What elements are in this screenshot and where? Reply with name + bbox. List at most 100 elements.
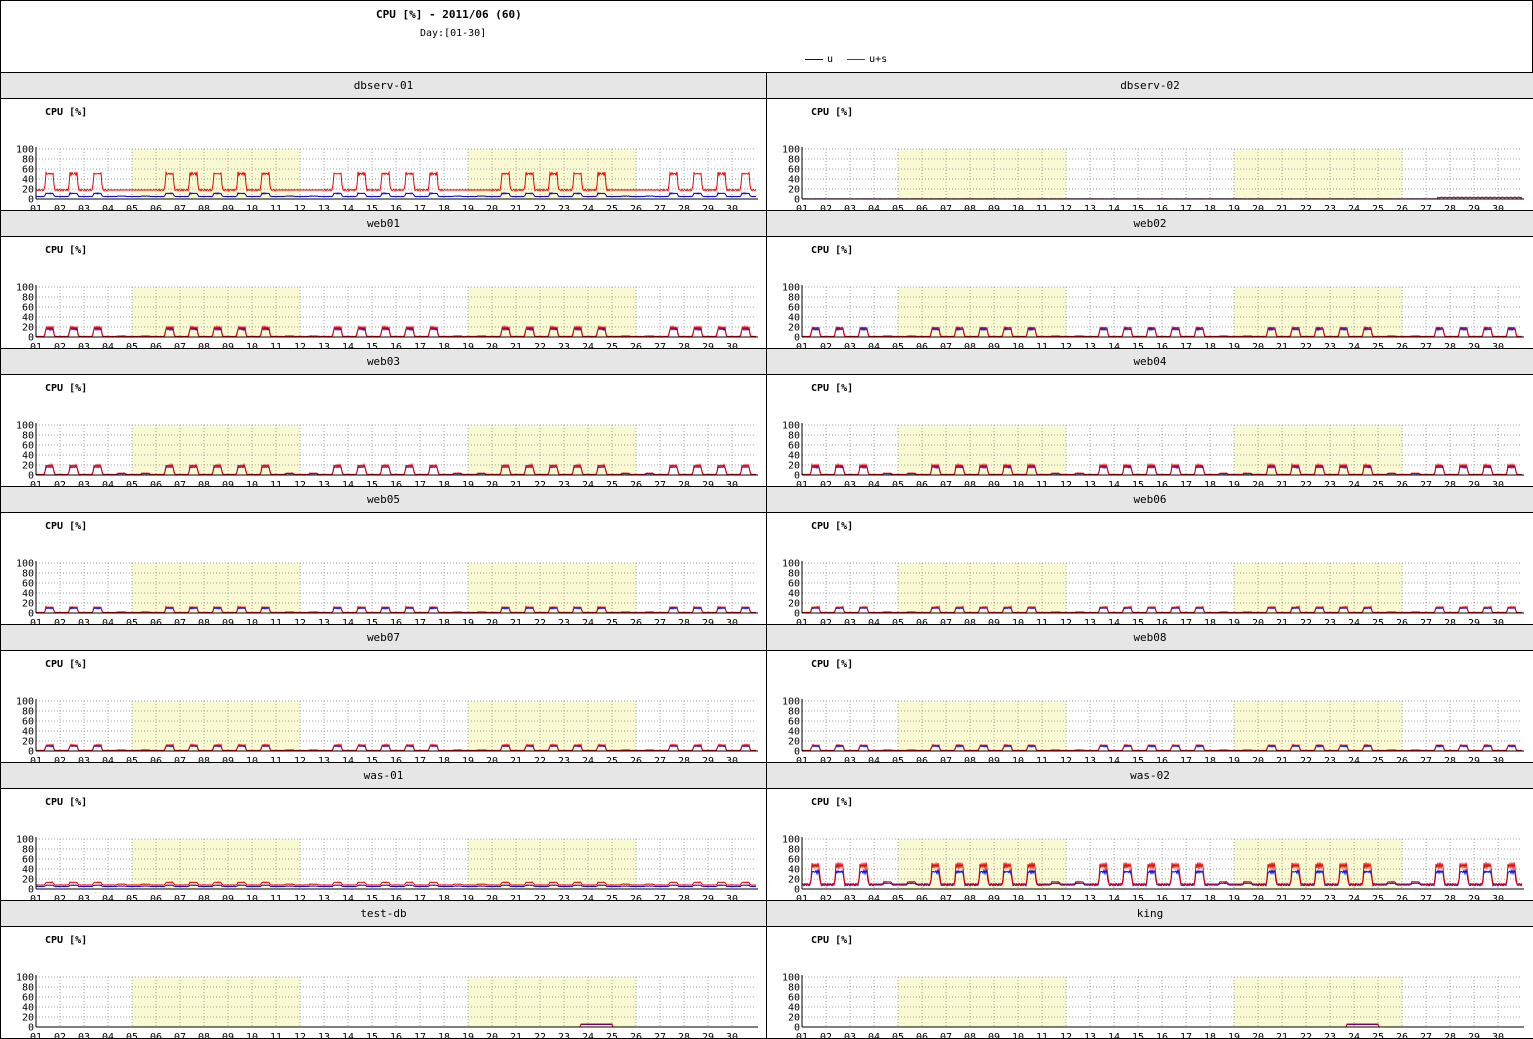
x-tick-label: 16: [390, 342, 402, 349]
x-tick-label: 30: [726, 618, 738, 625]
y-tick-label: 100: [16, 835, 34, 846]
x-tick-label: 06: [916, 342, 928, 349]
x-tick-label: 23: [558, 480, 570, 487]
x-tick-label: 19: [462, 342, 474, 349]
x-tick-label: 28: [678, 1032, 690, 1039]
x-tick-label: 29: [1468, 618, 1480, 625]
x-tick-label: 03: [844, 204, 856, 211]
x-tick-label: 02: [820, 342, 832, 349]
x-tick-label: 14: [342, 204, 354, 211]
x-tick-label: 16: [390, 756, 402, 763]
x-tick-label: 06: [150, 1032, 162, 1039]
page-subtitle: Day:[01-30]: [420, 28, 487, 39]
x-tick-label: 18: [1204, 894, 1216, 901]
x-tick-label: 11: [270, 342, 282, 349]
y-tick-label: 0: [28, 1023, 34, 1034]
shaded-band: [132, 701, 300, 751]
x-tick-label: 16: [390, 1032, 402, 1039]
x-tick-label: 07: [940, 342, 952, 349]
x-tick-label: 13: [1084, 342, 1096, 349]
y-tick-label: 0: [28, 195, 34, 206]
y-tick-label: 20: [788, 323, 800, 334]
x-tick-label: 03: [844, 342, 856, 349]
x-tick-label: 26: [1396, 894, 1408, 901]
y-tick-label: 80: [788, 707, 800, 718]
x-tick-label: 18: [1204, 756, 1216, 763]
y-axis-label: CPU [%]: [45, 521, 87, 532]
x-tick-label: 02: [54, 480, 66, 487]
x-tick-label: 17: [414, 756, 426, 763]
x-tick-label: 12: [1060, 204, 1072, 211]
y-tick-label: 20: [22, 461, 34, 472]
x-tick-label: 03: [844, 894, 856, 901]
x-tick-label: 29: [1468, 480, 1480, 487]
x-tick-label: 30: [726, 894, 738, 901]
x-tick-label: 14: [342, 894, 354, 901]
x-tick-label: 09: [988, 480, 1000, 487]
x-tick-label: 14: [342, 480, 354, 487]
x-tick-label: 09: [222, 756, 234, 763]
x-tick-label: 06: [150, 894, 162, 901]
cpu-chart: CPU [%]02040608010001W02Th03F04S05Sun06M…: [16, 797, 758, 901]
x-tick-label: 12: [1060, 1032, 1072, 1039]
x-tick-label: 11: [270, 894, 282, 901]
x-tick-label: 02: [820, 894, 832, 901]
y-tick-label: 80: [22, 293, 34, 304]
x-tick-label: 08: [964, 618, 976, 625]
series-line-us: [802, 462, 1523, 476]
x-tick-label: 23: [1324, 204, 1336, 211]
x-tick-label: 27: [1420, 342, 1432, 349]
x-tick-label: 01: [30, 204, 42, 211]
x-tick-label: 21: [510, 894, 522, 901]
x-tick-label: 16: [390, 204, 402, 211]
shaded-band: [132, 977, 300, 1027]
x-tick-label: 13: [1084, 618, 1096, 625]
x-tick-label: 19: [462, 756, 474, 763]
x-tick-label: 07: [174, 480, 186, 487]
panel-title: web03: [1, 349, 766, 375]
x-tick-label: 19: [462, 1032, 474, 1039]
legend-item-us: u+s: [847, 54, 887, 65]
y-axis-label: CPU [%]: [811, 797, 853, 808]
x-tick-label: 13: [1084, 480, 1096, 487]
x-tick-label: 21: [1276, 342, 1288, 349]
x-tick-label: 08: [964, 480, 976, 487]
y-tick-label: 80: [22, 431, 34, 442]
x-tick-label: 26: [1396, 618, 1408, 625]
x-tick-label: 08: [964, 342, 976, 349]
x-tick-label: 25: [606, 894, 618, 901]
x-tick-label: 18: [438, 204, 450, 211]
shaded-band: [468, 149, 636, 199]
x-tick-label: 07: [940, 894, 952, 901]
x-tick-label: 09: [988, 342, 1000, 349]
y-tick-label: 60: [788, 993, 800, 1004]
x-tick-label: 22: [1300, 480, 1312, 487]
y-tick-label: 40: [22, 1003, 34, 1014]
x-tick-label: 09: [988, 618, 1000, 625]
x-tick-label: 17: [414, 204, 426, 211]
y-tick-label: 100: [16, 421, 34, 432]
x-tick-label: 10: [1012, 204, 1024, 211]
x-tick-label: 30: [1492, 204, 1504, 211]
x-tick-label: 13: [318, 894, 330, 901]
x-tick-label: 27: [1420, 618, 1432, 625]
x-tick-label: 23: [558, 204, 570, 211]
x-tick-label: 22: [534, 756, 546, 763]
x-tick-label: 17: [414, 1032, 426, 1039]
x-tick-label: 23: [1324, 894, 1336, 901]
x-tick-label: 18: [438, 480, 450, 487]
x-tick-label: 05: [126, 894, 138, 901]
x-tick-label: 13: [318, 756, 330, 763]
y-axis-label: CPU [%]: [811, 107, 853, 118]
x-tick-label: 27: [654, 618, 666, 625]
x-tick-label: 28: [678, 480, 690, 487]
shaded-band: [468, 563, 636, 613]
y-tick-label: 80: [788, 431, 800, 442]
x-tick-label: 07: [174, 1032, 186, 1039]
x-tick-label: 04: [102, 756, 114, 763]
x-tick-label: 17: [414, 618, 426, 625]
x-tick-label: 28: [1444, 756, 1456, 763]
x-tick-label: 19: [1228, 480, 1240, 487]
x-tick-label: 16: [1156, 480, 1168, 487]
